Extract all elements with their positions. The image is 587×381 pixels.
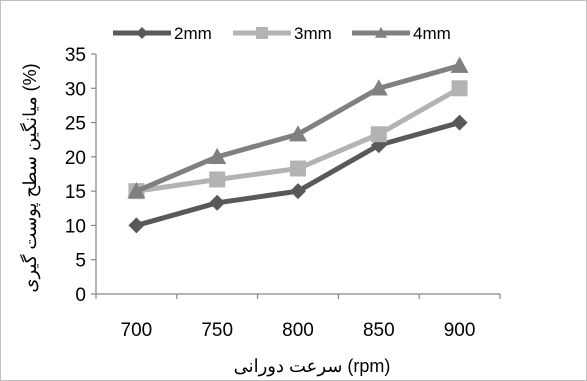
x-tick-labels: 700 750 800 850 900 <box>121 320 476 341</box>
x-tick-label: 800 <box>282 320 314 341</box>
y-tick-label: 10 <box>65 216 86 237</box>
y-tick-label: 0 <box>75 285 86 306</box>
legend: 2mm 3mm 4mm <box>113 24 451 43</box>
data-point-4mm <box>369 79 388 96</box>
y-tick-label: 5 <box>75 251 86 272</box>
x-axis-title: سرعت دورانی (rpm) <box>234 356 391 377</box>
series-layer <box>127 56 469 234</box>
x-tick-label: 700 <box>121 320 153 341</box>
data-point-4mm <box>289 125 307 142</box>
data-point-2mm <box>290 183 306 200</box>
axes <box>91 53 501 299</box>
legend-label-3mm: 3mm <box>294 24 332 43</box>
y-tick-labels: 0 5 10 15 20 25 30 35 <box>65 45 86 306</box>
data-point-3mm <box>290 160 306 177</box>
data-point-3mm <box>209 171 226 188</box>
x-tick-label: 750 <box>201 320 233 341</box>
data-point-2mm <box>209 194 226 211</box>
y-tick-label: 15 <box>65 182 86 203</box>
x-tick-label: 850 <box>363 320 395 341</box>
data-point-4mm <box>127 182 146 199</box>
data-point-3mm <box>451 80 468 97</box>
legend-label-4mm: 4mm <box>413 24 451 43</box>
y-axis-title: میانگین سطح پوست گیری (%) <box>19 63 41 292</box>
legend-marker-4mm <box>375 27 387 38</box>
y-tick-label: 35 <box>65 45 86 66</box>
legend-label-2mm: 2mm <box>174 24 212 43</box>
x-tick-label: 900 <box>444 320 476 341</box>
y-tick-label: 25 <box>65 114 86 135</box>
data-point-4mm <box>208 147 227 165</box>
data-point-3mm <box>370 126 387 143</box>
y-tick-label: 30 <box>65 79 86 100</box>
legend-marker-3mm <box>256 27 268 39</box>
data-point-2mm <box>451 114 468 131</box>
y-tick-label: 20 <box>65 148 86 169</box>
legend-marker-2mm <box>136 27 148 39</box>
data-point-2mm <box>128 217 145 234</box>
data-point-4mm <box>450 56 469 73</box>
